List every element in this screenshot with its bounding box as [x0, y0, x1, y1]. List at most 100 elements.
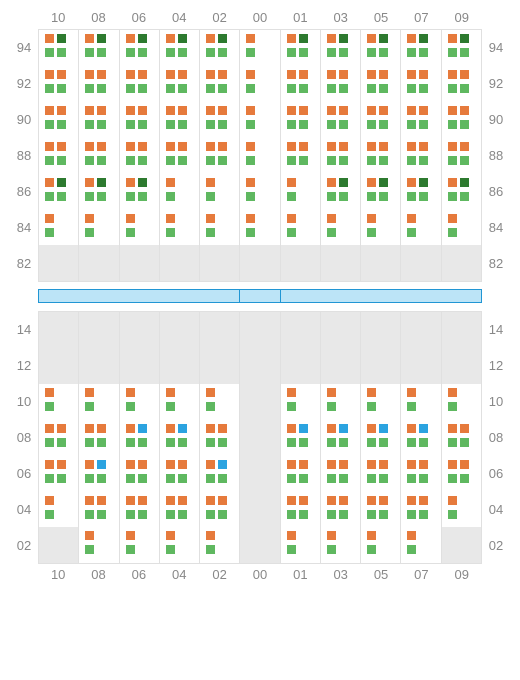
- cell[interactable]: [441, 420, 482, 456]
- cell[interactable]: [320, 527, 360, 563]
- cell[interactable]: [199, 66, 239, 102]
- cell[interactable]: [280, 174, 320, 210]
- cell[interactable]: [119, 384, 159, 420]
- cell[interactable]: [239, 174, 279, 210]
- cell[interactable]: [159, 138, 199, 174]
- cell[interactable]: [360, 102, 400, 138]
- cell[interactable]: [199, 102, 239, 138]
- cell[interactable]: [280, 456, 320, 492]
- cell[interactable]: [119, 492, 159, 528]
- cell[interactable]: [159, 30, 199, 66]
- cell[interactable]: [320, 492, 360, 528]
- cell[interactable]: [320, 420, 360, 456]
- cell[interactable]: [360, 174, 400, 210]
- cell[interactable]: [320, 174, 360, 210]
- cell[interactable]: [38, 492, 78, 528]
- cell[interactable]: [441, 138, 482, 174]
- cell[interactable]: [78, 66, 118, 102]
- cell[interactable]: [400, 456, 440, 492]
- cell[interactable]: [159, 527, 199, 563]
- cell[interactable]: [78, 527, 118, 563]
- cell[interactable]: [400, 66, 440, 102]
- cell[interactable]: [119, 66, 159, 102]
- cell[interactable]: [159, 384, 199, 420]
- cell[interactable]: [239, 210, 279, 246]
- cell[interactable]: [199, 456, 239, 492]
- cell[interactable]: [159, 66, 199, 102]
- cell[interactable]: [78, 420, 118, 456]
- cell[interactable]: [78, 174, 118, 210]
- cell[interactable]: [199, 210, 239, 246]
- cell[interactable]: [360, 30, 400, 66]
- cell[interactable]: [280, 102, 320, 138]
- cell[interactable]: [400, 102, 440, 138]
- cell[interactable]: [280, 210, 320, 246]
- cell[interactable]: [441, 492, 482, 528]
- cell[interactable]: [159, 420, 199, 456]
- cell[interactable]: [199, 138, 239, 174]
- cell[interactable]: [199, 492, 239, 528]
- cell[interactable]: [239, 66, 279, 102]
- cell[interactable]: [441, 102, 482, 138]
- cell[interactable]: [400, 30, 440, 66]
- cell[interactable]: [78, 30, 118, 66]
- cell[interactable]: [159, 102, 199, 138]
- cell[interactable]: [159, 492, 199, 528]
- cell[interactable]: [360, 210, 400, 246]
- cell[interactable]: [119, 527, 159, 563]
- cell[interactable]: [38, 66, 78, 102]
- cell[interactable]: [38, 210, 78, 246]
- cell[interactable]: [280, 384, 320, 420]
- cell[interactable]: [78, 138, 118, 174]
- cell[interactable]: [38, 384, 78, 420]
- cell[interactable]: [400, 527, 440, 563]
- cell[interactable]: [400, 420, 440, 456]
- cell[interactable]: [239, 138, 279, 174]
- cell[interactable]: [38, 102, 78, 138]
- cell[interactable]: [199, 384, 239, 420]
- cell[interactable]: [38, 420, 78, 456]
- cell[interactable]: [199, 174, 239, 210]
- cell[interactable]: [360, 456, 400, 492]
- cell[interactable]: [280, 66, 320, 102]
- cell[interactable]: [320, 456, 360, 492]
- cell[interactable]: [78, 384, 118, 420]
- cell[interactable]: [400, 210, 440, 246]
- cell[interactable]: [400, 138, 440, 174]
- cell[interactable]: [159, 210, 199, 246]
- cell[interactable]: [320, 384, 360, 420]
- cell[interactable]: [441, 210, 482, 246]
- cell[interactable]: [280, 527, 320, 563]
- cell[interactable]: [441, 66, 482, 102]
- cell[interactable]: [119, 420, 159, 456]
- cell[interactable]: [119, 174, 159, 210]
- cell[interactable]: [78, 492, 118, 528]
- cell[interactable]: [78, 210, 118, 246]
- cell[interactable]: [441, 456, 482, 492]
- cell[interactable]: [159, 174, 199, 210]
- cell[interactable]: [400, 174, 440, 210]
- cell[interactable]: [280, 492, 320, 528]
- cell[interactable]: [78, 102, 118, 138]
- cell[interactable]: [441, 30, 482, 66]
- cell[interactable]: [441, 384, 482, 420]
- cell[interactable]: [320, 210, 360, 246]
- cell[interactable]: [119, 102, 159, 138]
- cell[interactable]: [360, 420, 400, 456]
- cell[interactable]: [320, 30, 360, 66]
- cell[interactable]: [119, 138, 159, 174]
- cell[interactable]: [320, 138, 360, 174]
- cell[interactable]: [400, 492, 440, 528]
- cell[interactable]: [360, 66, 400, 102]
- cell[interactable]: [38, 456, 78, 492]
- cell[interactable]: [199, 527, 239, 563]
- cell[interactable]: [38, 30, 78, 66]
- cell[interactable]: [400, 384, 440, 420]
- cell[interactable]: [360, 384, 400, 420]
- cell[interactable]: [239, 30, 279, 66]
- cell[interactable]: [280, 30, 320, 66]
- cell[interactable]: [280, 138, 320, 174]
- cell[interactable]: [199, 420, 239, 456]
- cell[interactable]: [199, 30, 239, 66]
- cell[interactable]: [78, 456, 118, 492]
